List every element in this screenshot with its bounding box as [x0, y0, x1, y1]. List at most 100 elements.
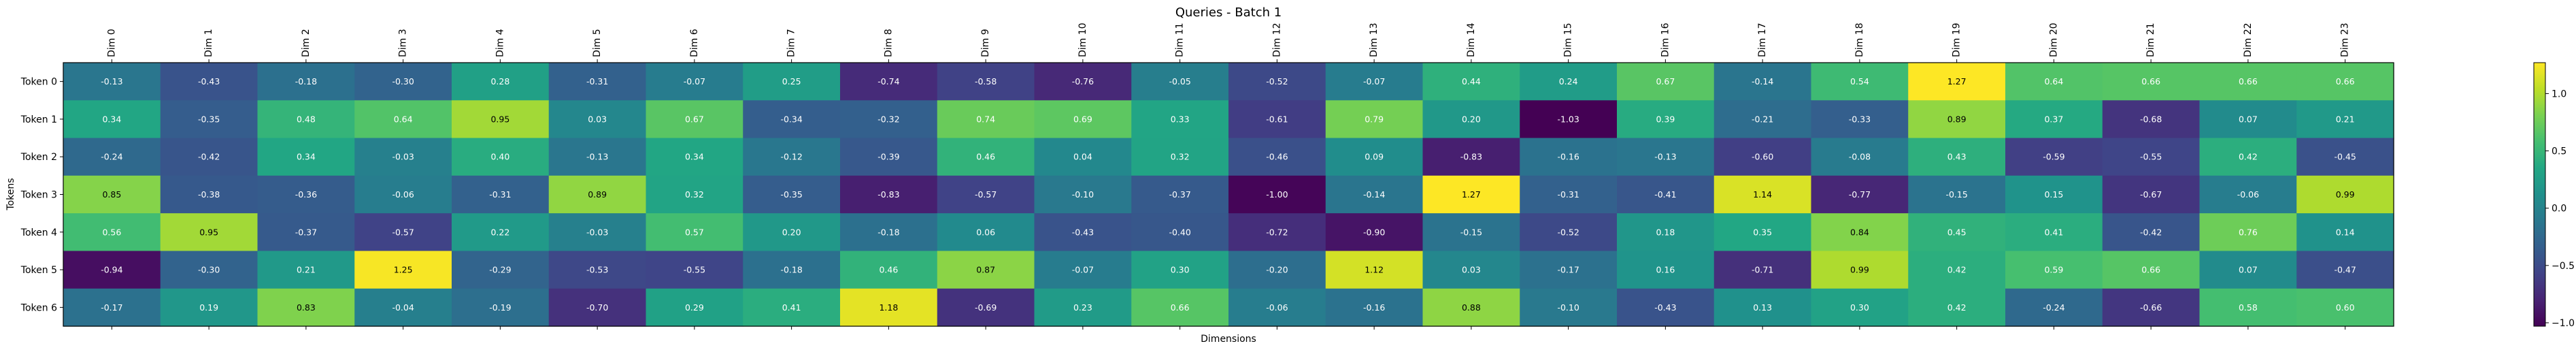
cell-value-label: 0.74	[976, 114, 995, 124]
y-tick-label: Token 2	[20, 152, 57, 163]
cell-value-label: 0.59	[2044, 265, 2063, 275]
y-tick-label: Token 4	[20, 227, 57, 238]
heatmap-cell	[1131, 288, 1229, 327]
cell-value-label: -0.57	[975, 189, 997, 200]
cell-value-label: 0.42	[1947, 302, 1967, 313]
cell-value-label: -0.13	[586, 152, 608, 162]
y-tick-label: Token 5	[20, 265, 57, 276]
cell-value-label: -0.90	[1363, 227, 1385, 237]
cell-value-label: -0.60	[1752, 152, 1773, 162]
heatmap-cell	[2199, 175, 2297, 214]
heatmap-cell	[2005, 288, 2103, 327]
cell-value-label: 0.79	[1365, 114, 1384, 124]
heatmap-cell	[1422, 288, 1520, 327]
cell-value-label: 0.99	[1850, 265, 1869, 275]
heatmap-cell	[1228, 213, 1326, 252]
cell-value-label: -0.04	[392, 302, 414, 313]
cell-value-label: -0.13	[1654, 152, 1676, 162]
heatmap-cell	[1713, 175, 1812, 214]
x-tick-label: Dim 8	[883, 29, 894, 57]
y-tick-label: Token 1	[20, 114, 57, 125]
heatmap-cell	[160, 138, 258, 176]
heatmap-cell	[2005, 213, 2103, 252]
heatmap-cell	[1908, 138, 2006, 176]
cell-value-label: -0.18	[877, 227, 899, 237]
cell-value-label: -0.17	[1557, 265, 1579, 275]
x-tick-label: Dim 0	[106, 29, 117, 57]
cell-value-label: 0.21	[2336, 114, 2355, 124]
cell-value-label: -0.24	[2043, 302, 2064, 313]
cell-value-label: 1.18	[879, 302, 898, 313]
cell-value-label: 1.25	[394, 265, 413, 275]
cell-value-label: -0.76	[1072, 76, 1094, 86]
cell-value-label: -0.29	[489, 265, 511, 275]
cell-value-label: 0.64	[2044, 76, 2063, 86]
cell-value-label: -0.94	[101, 265, 122, 275]
heatmap-cell	[2102, 63, 2201, 101]
heatmap-cell	[1811, 251, 1909, 289]
cell-value-label: 0.66	[2239, 76, 2258, 86]
heatmap-cell	[1520, 63, 1618, 101]
heatmap-cell	[2199, 100, 2297, 139]
cell-value-label: -0.17	[101, 302, 122, 313]
heatmap-cell	[2296, 138, 2394, 176]
heatmap-cell	[1520, 175, 1618, 214]
cell-value-label: 0.42	[2239, 152, 2258, 162]
heatmap-cell	[937, 63, 1035, 101]
heatmap-cell	[160, 63, 258, 101]
cell-value-label: -0.70	[586, 302, 608, 313]
heatmap-cell	[452, 288, 550, 327]
x-axis-ticks: Dim 0 Dim 1 Dim 2 Dim 3 Dim 4 Dim 5 Dim 6 Dim 7…	[106, 22, 2351, 330]
heatmap-cell	[2199, 63, 2297, 101]
x-tick-label: Dim 23	[2340, 22, 2351, 57]
heatmap-cell	[937, 138, 1035, 176]
cell-value-label: 1.27	[1462, 189, 1481, 200]
cell-value-label: 0.87	[976, 265, 995, 275]
heatmap-cell	[2296, 100, 2394, 139]
cell-value-label: -0.69	[975, 302, 997, 313]
heatmap-cell	[1520, 100, 1618, 139]
cell-value-label: -0.31	[489, 189, 511, 200]
x-tick-label: Dim 16	[1660, 22, 1671, 57]
heatmap-cell	[1131, 138, 1229, 176]
heatmap-cell	[937, 213, 1035, 252]
cell-value-label: -0.35	[198, 114, 220, 124]
cell-value-label: -0.83	[877, 189, 899, 200]
heatmap-cell	[1811, 213, 1909, 252]
heatmap-cell	[63, 175, 161, 214]
heatmap-cell	[452, 138, 550, 176]
x-tick-label: Dim 11	[1175, 22, 1186, 57]
heatmap-cell	[160, 288, 258, 327]
cell-value-label: 0.14	[2336, 227, 2355, 237]
cell-value-label: -0.19	[489, 302, 511, 313]
heatmap-cell	[2296, 251, 2394, 289]
y-tick-label: Token 3	[20, 190, 57, 201]
cell-value-label: 0.89	[1947, 114, 1967, 124]
heatmap-cell	[646, 251, 743, 289]
cell-value-label: 0.34	[685, 152, 704, 162]
cell-value-label: -0.72	[1266, 227, 1288, 237]
cell-value-label: -0.59	[2043, 152, 2064, 162]
heatmap-cell	[452, 175, 550, 214]
x-tick-label: Dim 14	[1466, 22, 1477, 57]
heatmap-cell	[2102, 175, 2201, 214]
heatmap-cell	[2005, 175, 2103, 214]
colorbar-tick-label: −0.5	[2552, 261, 2575, 272]
heatmap-cell	[2199, 288, 2297, 327]
colorbar-tick-label: −1.0	[2552, 318, 2575, 329]
cell-value-label: 0.03	[588, 114, 607, 124]
x-tick-label: Dim 12	[1271, 22, 1282, 57]
heatmap-cell	[1131, 63, 1229, 101]
cell-value-label: -0.33	[1849, 114, 1871, 124]
heatmap-cell	[2296, 175, 2394, 214]
heatmap-cell	[354, 138, 452, 176]
cell-value-label: -0.66	[2140, 302, 2162, 313]
heatmap-cell	[840, 63, 938, 101]
cell-value-label: 0.04	[1073, 152, 1092, 162]
cell-value-label: 0.03	[1462, 265, 1481, 275]
chart-title: Queries - Batch 1	[1175, 5, 1282, 20]
heatmap-cell	[1908, 213, 2006, 252]
cell-value-label: -0.34	[780, 114, 802, 124]
heatmap-cell	[548, 63, 647, 101]
heatmap-cell	[160, 251, 258, 289]
